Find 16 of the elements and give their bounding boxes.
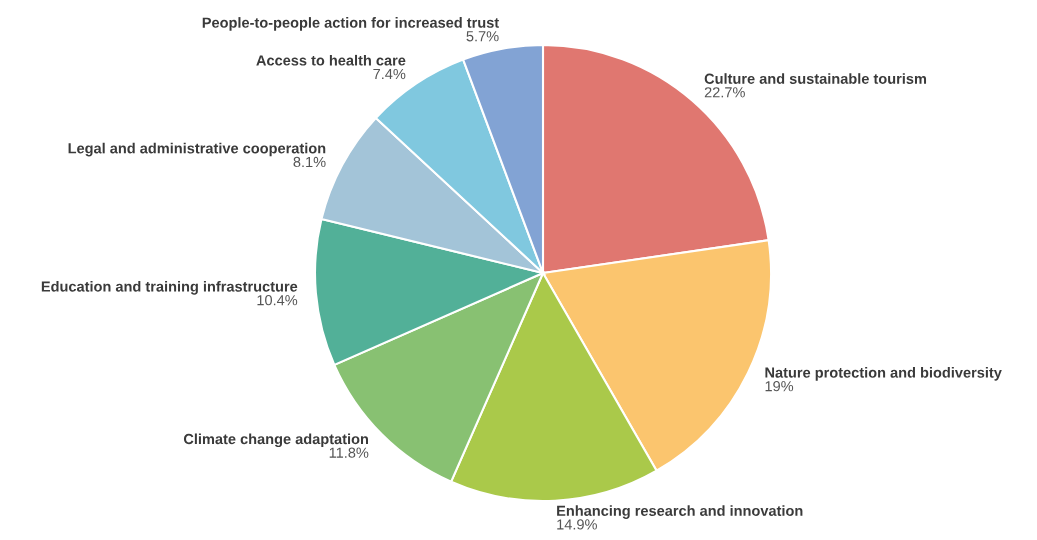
data-label: 8.1% — [293, 156, 326, 168]
data-label: 10.4% — [257, 295, 298, 306]
slice-label: Legal and administrative cooperation — [68, 142, 326, 157]
slice-label: Education and training infrastructure — [41, 280, 298, 295]
data-label: 14.9% — [557, 519, 597, 530]
data-label: 7.4% — [373, 68, 406, 80]
slice-label: Culture and sustainable tourism — [704, 73, 927, 84]
slice-label: Enhancing research and innovation — [557, 505, 803, 519]
data-label: 22.7% — [704, 87, 745, 98]
data-label: 5.7% — [466, 31, 499, 42]
data-label: 11.8% — [329, 447, 369, 458]
slice-label: Nature protection and biodiversity — [765, 367, 1002, 381]
slice-label: Access to health care — [256, 54, 406, 66]
slice-label: People-to-people action for increased trust — [202, 17, 499, 31]
slice-label: Climate change adaptation — [183, 433, 368, 448]
data-label: 19% — [765, 381, 794, 392]
